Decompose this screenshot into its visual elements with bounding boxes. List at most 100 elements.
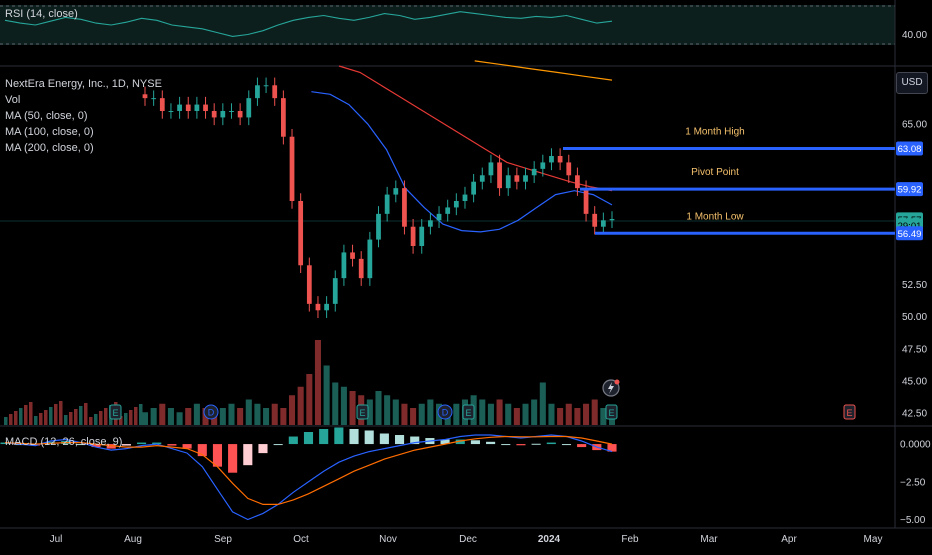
price-label-text: 56.49 bbox=[898, 229, 922, 240]
macd-histogram-bar bbox=[440, 439, 450, 445]
volume-bar bbox=[496, 399, 503, 425]
candle-body bbox=[332, 278, 338, 304]
volume-bar bbox=[141, 412, 149, 425]
volume-bar bbox=[479, 399, 486, 425]
ma-line bbox=[311, 91, 613, 233]
volume-bar bbox=[219, 408, 226, 425]
volume-bar bbox=[4, 417, 8, 425]
volume-bar bbox=[297, 386, 304, 425]
volume-bar bbox=[84, 403, 88, 425]
volume-bar bbox=[119, 416, 123, 425]
volume-bar bbox=[245, 399, 252, 425]
macd-histogram-bar bbox=[364, 430, 374, 445]
candle-body bbox=[462, 194, 468, 201]
volume-bar bbox=[139, 404, 143, 425]
volume-bar bbox=[19, 408, 23, 425]
volume-bar bbox=[29, 402, 33, 425]
candle-body bbox=[341, 252, 347, 279]
earnings-marker[interactable]: E bbox=[605, 404, 618, 420]
time-tick-label: Jul bbox=[50, 534, 63, 545]
volume-bar bbox=[34, 416, 38, 425]
volume-bar bbox=[237, 408, 244, 425]
ma-line bbox=[474, 60, 613, 81]
macd-legend: MACD (12, 26, close, 9) bbox=[5, 436, 123, 448]
svg-text:E: E bbox=[846, 408, 852, 418]
macd-histogram-bar bbox=[349, 428, 359, 445]
candle-body bbox=[376, 213, 381, 240]
macd-tick-label: 0.0000 bbox=[900, 440, 931, 451]
candle-body bbox=[540, 162, 546, 169]
candle-body bbox=[428, 220, 433, 227]
macd-histogram-bar bbox=[152, 442, 162, 445]
candle-body bbox=[453, 201, 459, 208]
earnings-marker[interactable]: E bbox=[109, 404, 122, 420]
macd-histogram-bar bbox=[546, 442, 556, 445]
volume-bar bbox=[134, 407, 138, 425]
volume-bar bbox=[228, 403, 235, 425]
macd-histogram-bar bbox=[0, 442, 10, 445]
rsi-line bbox=[4, 11, 613, 37]
price-axis: 42.50 45.00 47.50 50.00 52.50 65.00 bbox=[902, 119, 927, 419]
volume-bar bbox=[349, 391, 356, 425]
candle-body bbox=[592, 213, 598, 227]
volume-bar bbox=[332, 382, 339, 425]
moving-averages bbox=[311, 60, 613, 233]
volume-bar bbox=[167, 408, 174, 425]
candle-body bbox=[263, 85, 269, 87]
volume-bar bbox=[150, 408, 157, 425]
price-tick-label: 52.50 bbox=[902, 280, 927, 291]
volume-bar bbox=[79, 406, 83, 425]
time-tick-label: May bbox=[864, 534, 883, 545]
candle-body bbox=[255, 85, 260, 99]
candle-body bbox=[505, 175, 511, 189]
indicator-ma50[interactable]: MA (50, close, 0) bbox=[5, 110, 88, 122]
volume-bar bbox=[522, 403, 529, 425]
candle-body bbox=[514, 175, 520, 182]
earnings-marker[interactable]: E bbox=[356, 404, 369, 420]
price-label-text: 63.08 bbox=[898, 144, 922, 155]
time-tick-label: Sep bbox=[214, 534, 232, 545]
volume-bar bbox=[74, 409, 78, 425]
macd-histogram-bar bbox=[212, 444, 223, 467]
dividend-marker[interactable]: D bbox=[437, 404, 453, 420]
macd-histogram-bar bbox=[91, 444, 101, 448]
time-tick-label: Oct bbox=[293, 534, 309, 545]
volume-bar bbox=[600, 408, 607, 425]
volume-bar bbox=[401, 403, 408, 425]
time-tick-label: 2024 bbox=[538, 534, 561, 545]
dividend-marker[interactable]: D bbox=[203, 404, 219, 420]
volume-bar bbox=[487, 403, 494, 425]
volume-bar bbox=[69, 412, 73, 425]
earnings-marker[interactable]: E bbox=[462, 404, 475, 420]
ma-line bbox=[338, 65, 613, 192]
lightning-icon[interactable] bbox=[602, 379, 620, 397]
macd-histogram-bar bbox=[319, 428, 329, 445]
candle-body bbox=[557, 156, 563, 163]
rsi-path bbox=[4, 11, 613, 37]
macd-tick-label: −5.00 bbox=[900, 515, 926, 526]
volume-bar bbox=[44, 410, 48, 425]
indicator-ma100[interactable]: MA (100, close, 0) bbox=[5, 126, 94, 138]
candle-body bbox=[306, 265, 312, 304]
volume-bar bbox=[64, 415, 68, 425]
macd-histogram-bar bbox=[182, 444, 192, 449]
indicator-vol[interactable]: Vol bbox=[5, 94, 21, 106]
macd-histogram-bar bbox=[288, 436, 298, 445]
volume-bar bbox=[104, 408, 108, 425]
candle-body bbox=[436, 213, 442, 221]
candle-body bbox=[523, 175, 528, 182]
candle-body bbox=[367, 239, 373, 279]
volume-bar bbox=[557, 408, 564, 425]
candle-body bbox=[159, 98, 165, 111]
earnings-marker-future[interactable]: E bbox=[843, 404, 856, 420]
symbol-title[interactable]: NextEra Energy, Inc., 1D, NYSE bbox=[5, 78, 162, 90]
price-label-tag bbox=[896, 226, 923, 241]
candle-body bbox=[246, 98, 252, 118]
candle-body bbox=[203, 104, 208, 111]
currency-button[interactable]: USD bbox=[896, 72, 928, 94]
macd-histogram-bar bbox=[394, 435, 405, 445]
indicator-ma200[interactable]: MA (200, close, 0) bbox=[5, 142, 94, 154]
volume-bar bbox=[280, 408, 287, 425]
macd-histogram-bar bbox=[516, 444, 526, 446]
